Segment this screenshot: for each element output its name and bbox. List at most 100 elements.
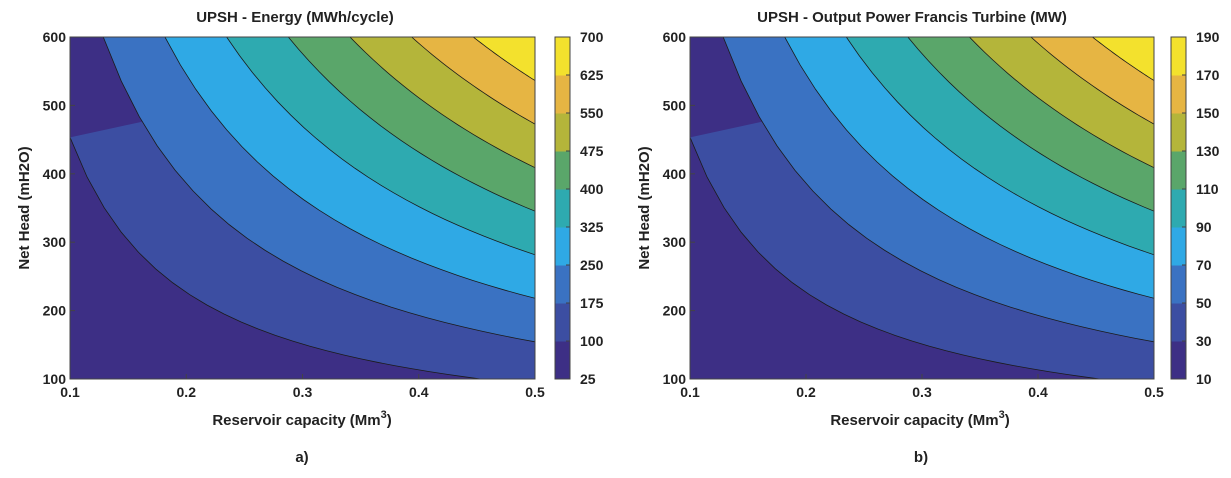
panel-a-colorbar-tick-label: 400 xyxy=(580,181,604,197)
panel-b-contour-line-7 xyxy=(1030,37,1154,125)
panel-b-contour-line-5 xyxy=(907,37,1154,212)
panel-b-y-tick-label: 100 xyxy=(663,371,687,387)
panel-a-y-tick-label: 600 xyxy=(43,29,67,45)
panel-a-x-tick-label: 0.2 xyxy=(177,384,197,400)
panel-b-y-tick-label: 300 xyxy=(663,234,687,250)
panel-b-plot-area xyxy=(690,37,1154,379)
panel-b-contour-line-6 xyxy=(969,37,1154,168)
panel-b-colorbar-swatch xyxy=(1171,151,1186,190)
panel-a-colorbar-tick-label: 100 xyxy=(580,333,604,349)
panel-a-colorbar: 25 100 175 250 325 400 475 550 625 700 xyxy=(554,29,604,387)
panel-b-x-axis-label: Reservoir capacity (Mm3) xyxy=(830,409,1009,429)
panel-b-y-tick-label: 200 xyxy=(663,303,687,319)
panel-a-y-tick-label: 400 xyxy=(43,166,67,182)
panel-b-colorbar-swatch xyxy=(1171,113,1186,152)
panel-b: UPSH - Output Power Francis Turbine (MW)… xyxy=(636,9,1220,466)
panel-b-colorbar-tick-label: 190 xyxy=(1196,29,1220,45)
panel-b-x-tick-label: 0.1 xyxy=(680,384,700,400)
panel-a-colorbar-swatch xyxy=(555,227,570,266)
panel-b-colorbar-tick-label: 110 xyxy=(1196,181,1219,197)
panel-a-colorbar-swatch xyxy=(555,303,570,342)
panel-b-contour-line-3 xyxy=(784,37,1154,299)
panel-b-x-tick-label: 0.4 xyxy=(1028,384,1048,400)
panel-b-y-tick-label: 500 xyxy=(663,97,687,113)
panel-a-colorbar-frame xyxy=(554,36,571,380)
panel-a-caption: a) xyxy=(295,449,308,466)
panel-a-colorbar-swatch xyxy=(555,113,570,152)
panel-a-y-tick-label: 200 xyxy=(43,303,67,319)
panel-a-x-tick-label: 0.1 xyxy=(60,384,80,400)
panel-b-y-ticks: 100 200 300 400 500 600 xyxy=(663,29,695,387)
panel-a-colorbar-swatch xyxy=(555,37,570,76)
panel-a-contour-line-2 xyxy=(102,37,535,343)
panel-b-colorbar-swatch xyxy=(1171,189,1186,228)
panel-a-band-8 xyxy=(473,37,535,81)
panel-b-colorbar-tick-label: 70 xyxy=(1196,257,1212,273)
panel-a-contour-line-7 xyxy=(411,37,535,125)
panel-a-colorbar-tick-label: 325 xyxy=(580,219,604,235)
panel-a-contour-line-3 xyxy=(164,37,535,299)
panel-b-colorbar-swatch xyxy=(1171,227,1186,266)
panel-b-colorbar-tick-label: 50 xyxy=(1196,295,1212,311)
panel-a-colorbar-swatch xyxy=(555,341,570,380)
panel-b-x-ticks: 0.1 0.2 0.3 0.4 0.5 xyxy=(680,374,1164,400)
panel-b-colorbar: 10 30 50 70 90 110 130 150 170 190 xyxy=(1170,29,1220,387)
panel-b-colorbar-frame xyxy=(1170,36,1187,380)
panel-a-colorbar-tick-label: 250 xyxy=(580,257,604,273)
panel-b-colorbar-swatch xyxy=(1171,303,1186,342)
panel-a-colorbar-swatch xyxy=(555,189,570,228)
panel-a-contour-line-1 xyxy=(70,137,481,379)
panel-b-y-tick-label: 600 xyxy=(663,29,687,45)
panel-a-y-tick-label: 300 xyxy=(43,234,67,250)
panel-a-colorbar-swatch xyxy=(555,151,570,190)
panel-a-colorbar-tick-label: 475 xyxy=(580,143,604,159)
panel-a-colorbar-swatch xyxy=(555,265,570,304)
panel-a-contour-line-5 xyxy=(287,37,535,212)
panel-a-x-axis-label: Reservoir capacity (Mm3) xyxy=(212,409,391,429)
panel-a-contour-line-4 xyxy=(226,37,535,256)
panel-b-contour-line-4 xyxy=(845,37,1154,256)
panel-a-colorbar-tick-label: 550 xyxy=(580,105,604,121)
panel-a-colorbar-tick-label: 25 xyxy=(580,371,596,387)
panel-a-x-ticks: 0.1 0.2 0.3 0.4 0.5 xyxy=(60,374,545,400)
panel-a-colorbar-tick-label: 700 xyxy=(580,29,604,45)
panel-a-colorbar-tick-label: 625 xyxy=(580,67,604,83)
panel-a-contour-line-6 xyxy=(349,37,535,168)
panel-a-y-tick-label: 500 xyxy=(43,97,67,113)
panel-b-colorbar-swatch xyxy=(1171,265,1186,304)
panel-b-colorbar-tick-label: 90 xyxy=(1196,219,1212,235)
panel-b-colorbar-tick-label: 10 xyxy=(1196,371,1212,387)
panel-a: UPSH - Energy (MWh/cycle) 0.1 0.2 0.3 0.4 0.… xyxy=(16,9,604,466)
panel-b-caption: b) xyxy=(914,449,928,466)
panel-b-colorbar-swatch xyxy=(1171,37,1186,76)
panel-b-band-8 xyxy=(1092,37,1154,81)
panel-a-colorbar-swatch xyxy=(555,75,570,114)
panel-b-colorbar-tick-label: 130 xyxy=(1196,143,1220,159)
panel-a-x-tick-label: 0.3 xyxy=(293,384,313,400)
panel-a-plot-area xyxy=(70,37,535,379)
panel-a-contour-line-8 xyxy=(473,37,535,81)
panel-b-y-axis-label: Net Head (mH2O) xyxy=(636,146,653,269)
panel-a-y-axis-label: Net Head (mH2O) xyxy=(16,146,33,269)
panel-b-x-tick-label: 0.5 xyxy=(1144,384,1164,400)
panel-b-colorbar-swatch xyxy=(1171,75,1186,114)
panel-b-x-tick-label: 0.2 xyxy=(796,384,816,400)
panel-b-contour-line-1 xyxy=(690,137,1100,379)
panel-a-y-tick-label: 100 xyxy=(43,371,67,387)
panel-a-colorbar-tick-label: 175 xyxy=(580,295,604,311)
panel-b-title: UPSH - Output Power Francis Turbine (MW) xyxy=(757,9,1067,26)
panel-b-colorbar-tick-label: 150 xyxy=(1196,105,1220,121)
panel-a-x-tick-label: 0.4 xyxy=(409,384,429,400)
panel-a-x-tick-label: 0.5 xyxy=(525,384,545,400)
panel-b-y-tick-label: 400 xyxy=(663,166,687,182)
panel-a-title: UPSH - Energy (MWh/cycle) xyxy=(196,9,394,26)
panel-b-x-tick-label: 0.3 xyxy=(912,384,932,400)
panel-b-contour-line-8 xyxy=(1092,37,1154,81)
panel-b-colorbar-swatch xyxy=(1171,341,1186,380)
panel-b-contour-line-2 xyxy=(722,37,1154,343)
panel-a-y-ticks: 100 200 300 400 500 600 xyxy=(43,29,75,387)
panel-b-colorbar-tick-label: 30 xyxy=(1196,333,1212,349)
panel-b-colorbar-tick-label: 170 xyxy=(1196,67,1220,83)
